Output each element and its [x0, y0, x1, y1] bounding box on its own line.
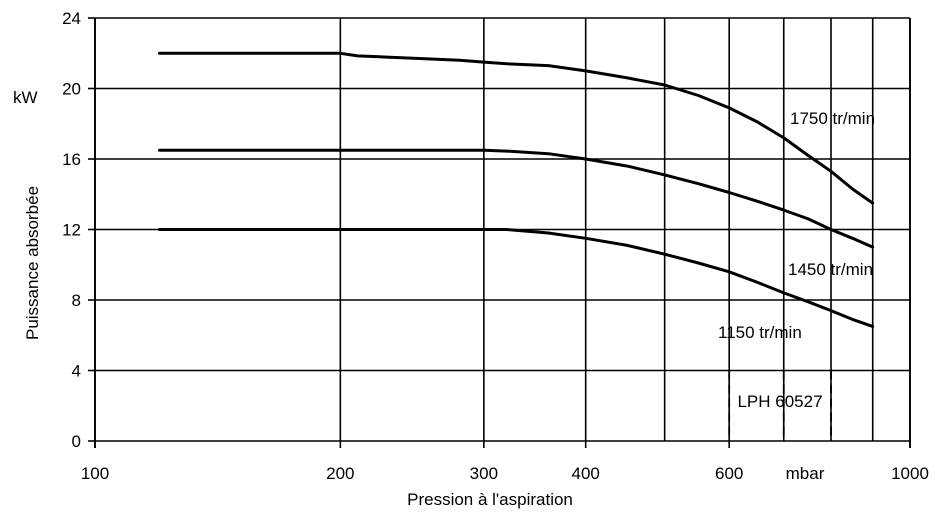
y-axis-title: Puissance absorbée — [23, 186, 42, 340]
x-axis-title: Pression à l'aspiration — [407, 490, 573, 509]
model-marker-lines — [728, 370, 832, 441]
series-label-1450: 1450 tr/min — [788, 260, 873, 279]
x-tick-label: 300 — [470, 464, 498, 483]
series-line-2 — [158, 148, 875, 249]
x-tick-label: 200 — [326, 464, 354, 483]
x-tick-label: 400 — [571, 464, 599, 483]
tick-labels: 0 4 8 12 16 20 24 100 200 300 400 600 1000 — [62, 9, 929, 483]
grid — [88, 17, 911, 448]
x-tick-label: 100 — [81, 464, 109, 483]
y-tick-label: 0 — [72, 432, 81, 451]
y-tick-label: 16 — [62, 150, 81, 169]
model-annotation: LPH 60527 — [737, 392, 822, 411]
curves — [158, 51, 875, 328]
series-label-1150: 1150 tr/min — [718, 323, 802, 342]
x-tick-label: 600 — [715, 464, 743, 483]
y-tick-label: 12 — [62, 221, 81, 240]
y-tick-label: 24 — [62, 9, 81, 28]
y-unit-label: kW — [13, 88, 38, 107]
x-unit-label: mbar — [786, 464, 825, 483]
y-tick-label: 4 — [72, 362, 81, 381]
y-tick-label: 20 — [62, 80, 81, 99]
y-tick-label: 8 — [72, 291, 81, 310]
series-label-1750: 1750 tr/min — [790, 109, 875, 128]
x-tick-label: 1000 — [891, 464, 929, 483]
series-line-3 — [158, 228, 875, 328]
series-line-1 — [158, 51, 875, 205]
